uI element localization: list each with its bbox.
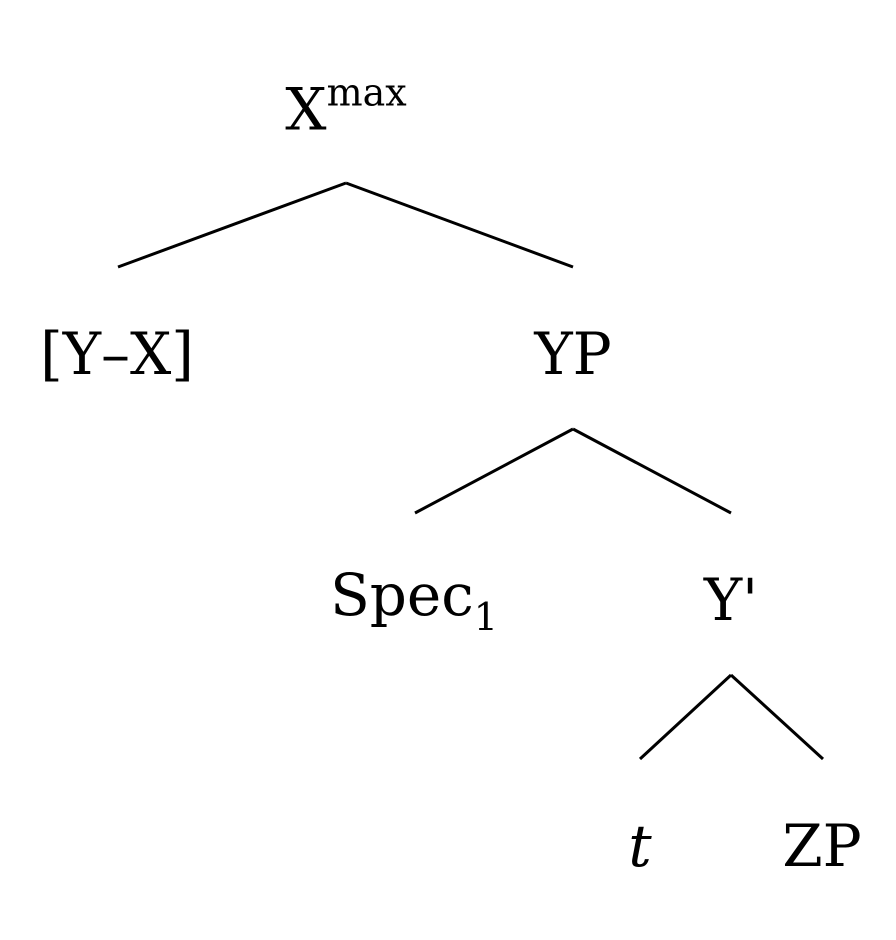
node-root-label: X [285,75,327,144]
node-spec-label: Spec [330,561,474,630]
edge-ybar-trace [638,673,733,761]
node-yp: YP [534,325,611,383]
node-complex-head: [Y–X] [40,325,194,383]
node-spec: Spec1 [330,566,498,636]
node-zp: ZP [782,817,861,875]
node-root: Xmax [285,73,406,138]
node-spec-subscript: 1 [473,594,498,639]
node-trace-label: t [628,812,652,880]
node-y-bar-label: Y' [703,566,759,634]
edge-yp-spec [414,427,574,515]
edge-root-yp [345,181,574,269]
node-root-superscript: max [326,70,407,115]
edge-yp-ybar [572,427,732,515]
edge-ybar-zp [729,673,825,761]
node-zp-label: ZP [782,812,862,880]
node-complex-head-label: [Y–X] [40,320,194,388]
node-y-bar: Y' [704,571,758,629]
edge-root-left [117,181,347,269]
node-trace: t [628,817,651,875]
node-yp-label: YP [534,320,612,388]
